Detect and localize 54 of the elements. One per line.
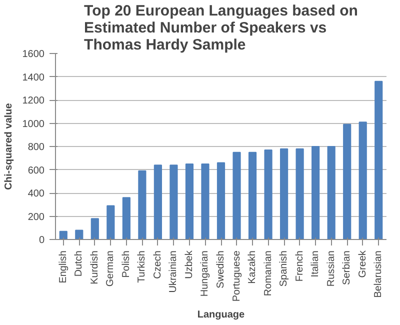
x-tick-label: Serbian — [342, 250, 353, 285]
y-tick-label: 1600 — [22, 49, 45, 60]
x-tick-label: Italian — [310, 250, 322, 278]
bar — [296, 148, 304, 240]
x-tick-label: French — [294, 250, 306, 282]
x-tick-label: Swedish — [216, 250, 226, 288]
bar — [185, 163, 194, 240]
x-tick-label: Hungarian — [200, 250, 211, 297]
x-tick-label: Russian — [326, 250, 337, 287]
bar — [122, 197, 130, 240]
x-tick-label: Belarusian — [373, 250, 384, 298]
bar — [264, 149, 272, 240]
x-tick-label: Spanish — [278, 250, 290, 287]
x-tick-label: Kurdish — [89, 250, 100, 284]
bar — [232, 152, 241, 240]
x-tick-label: Polish — [120, 250, 132, 278]
y-tick-label: 800 — [28, 142, 45, 153]
x-axis-title: Language — [197, 310, 246, 321]
bar — [59, 230, 68, 240]
bar — [248, 152, 257, 240]
bar — [327, 146, 336, 240]
y-tick-label: 400 — [28, 188, 45, 200]
x-tick-label: Dutch — [74, 250, 85, 277]
bar — [343, 124, 352, 240]
x-tick-label: Kazakh — [247, 250, 258, 284]
x-tick-label: Ukrainian — [168, 250, 180, 293]
x-tick-label: German — [105, 250, 116, 287]
bar — [201, 163, 210, 240]
bar — [90, 218, 99, 240]
bar — [138, 170, 146, 240]
x-tick-label: English — [58, 250, 69, 284]
bar — [154, 164, 162, 240]
x-tick-label: Greek — [357, 250, 368, 278]
y-tick-label: 0 — [38, 235, 45, 246]
y-axis-title: Chi-squared value — [3, 102, 14, 190]
y-tick-label: 600 — [28, 165, 45, 176]
bar — [216, 162, 226, 240]
x-tick-label: Turkish — [136, 250, 148, 283]
x-tick-label: Uzbek — [184, 250, 195, 279]
bar — [374, 80, 383, 240]
y-tick-label: 1400 — [22, 72, 45, 84]
chart-title: Top 20 European Languages based on Estimated Number of Speakers vs Thomas Hardy Sample — [84, 2, 358, 54]
bar — [106, 205, 115, 240]
x-tick-label: Portuguese — [231, 250, 242, 302]
bar — [358, 122, 367, 240]
x-tick-label: Romanian — [262, 250, 274, 296]
x-tick-label: Czech — [152, 250, 164, 279]
bar — [312, 146, 320, 240]
bar — [170, 164, 178, 240]
bar — [75, 230, 84, 240]
y-tick-label: 1200 — [22, 96, 45, 106]
y-tick-label: 200 — [28, 212, 45, 223]
y-tick-label: 1000 — [22, 118, 45, 130]
bar — [280, 148, 288, 240]
